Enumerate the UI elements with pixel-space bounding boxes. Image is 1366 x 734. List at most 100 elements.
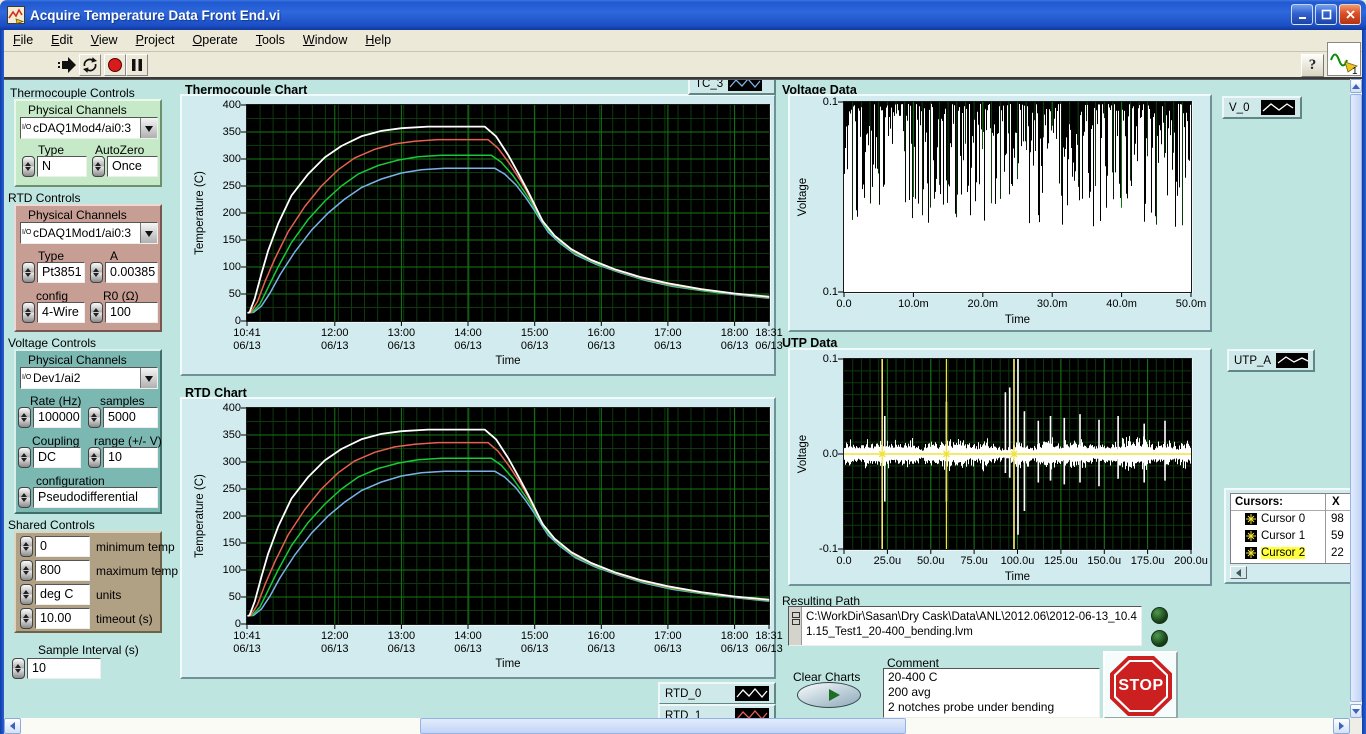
stop-button[interactable]: STOP — [1103, 651, 1178, 718]
tc-chart-legend[interactable]: TC_3 — [688, 79, 776, 95]
units-stepper[interactable] — [20, 584, 33, 605]
axis-tick-label: 06/13 — [640, 643, 696, 655]
rtd-a-stepper[interactable] — [90, 262, 103, 283]
rtd-r0-field[interactable]: 100 — [105, 302, 158, 323]
minimize-button[interactable] — [1291, 4, 1313, 25]
dropdown-arrow-icon[interactable] — [140, 118, 157, 138]
scroll-left-button[interactable] — [4, 718, 21, 734]
utp-legend-plot-icon[interactable] — [1276, 353, 1308, 368]
sample-interval-stepper[interactable] — [12, 658, 25, 679]
menu-edit[interactable]: Edit — [42, 30, 82, 51]
dropdown-arrow-icon[interactable] — [140, 223, 157, 243]
menu-tools[interactable]: Tools — [247, 30, 294, 51]
horizontal-scroll-thumb[interactable] — [420, 718, 906, 734]
title-bar[interactable]: Acquire Temperature Data Front End.vi — [0, 0, 1366, 30]
v-range-field[interactable]: 10 — [103, 447, 158, 468]
rtd1-legend-plot-icon[interactable] — [735, 708, 769, 718]
shared-section-label: Shared Controls — [8, 518, 95, 532]
rtd-config-stepper[interactable] — [22, 302, 35, 323]
comment-box[interactable]: 20-400 C 200 avg 2 notches probe under b… — [883, 668, 1100, 718]
tc-channel-dropdown[interactable]: I/O cDAQ1Mod4/ai0:3 — [20, 117, 158, 139]
horizontal-scrollbar[interactable] — [4, 718, 1350, 734]
v-samples-stepper[interactable] — [88, 407, 101, 428]
menu-help[interactable]: Help — [356, 30, 400, 51]
tc-autozero-field[interactable]: Once — [107, 156, 158, 177]
cursor-row[interactable]: Cursor 2 22 — [1231, 545, 1350, 562]
rtd-chart-plot[interactable]: 05010015020025030035040010:4106/1312:000… — [246, 407, 770, 625]
tc-type-stepper[interactable] — [22, 156, 35, 177]
cursor-row[interactable]: Cursor 0 98 — [1231, 511, 1350, 528]
scroll-up-button[interactable] — [1350, 79, 1362, 93]
dropdown-arrow-icon[interactable] — [140, 368, 157, 388]
clear-charts-button[interactable] — [797, 682, 861, 708]
timeout-field[interactable]: 10.00 — [35, 608, 90, 629]
tc-type-field[interactable]: N — [37, 156, 87, 177]
menu-window[interactable]: Window — [294, 30, 356, 51]
cursor-list[interactable]: Cursors: X Cursor 0 98 Cursor 1 59 Curso… — [1230, 493, 1350, 564]
scroll-right-button[interactable] — [1333, 718, 1350, 734]
run-button[interactable] — [56, 54, 78, 76]
v-coupling-stepper[interactable] — [18, 447, 31, 468]
v-rate-field[interactable]: 100000 — [33, 407, 81, 428]
v-configuration-field[interactable]: Pseudodifferential — [33, 487, 158, 508]
max-temp-stepper[interactable] — [20, 560, 33, 581]
run-continuously-button[interactable] — [79, 54, 101, 76]
scroll-down-button[interactable] — [1350, 704, 1362, 718]
v-rate-stepper[interactable] — [18, 407, 31, 428]
v-range-label: range (+/- V) — [94, 434, 162, 448]
timeout-stepper[interactable] — [20, 608, 33, 629]
v-range-stepper[interactable] — [88, 447, 101, 468]
cursor-row[interactable]: Cursor 1 59 — [1231, 528, 1350, 545]
rtd-type-stepper[interactable] — [22, 262, 35, 283]
utp-chart-plot[interactable]: 0.10.0-0.10.025.0u50.0u75.0u100.0u125.0u… — [843, 358, 1192, 550]
maximize-button[interactable] — [1315, 4, 1337, 25]
v-configuration-stepper[interactable] — [18, 487, 31, 508]
path-type-icon[interactable] — [789, 607, 802, 645]
rtd0-legend[interactable]: RTD_0 — [658, 682, 776, 705]
rtd-channel-dropdown[interactable]: I/O cDAQ1Mod1/ai0:3 — [20, 222, 158, 244]
voltage-legend-plot-icon[interactable] — [1261, 100, 1295, 115]
stop-octagon[interactable]: STOP — [1110, 656, 1172, 716]
tc-legend-plot-icon[interactable] — [728, 79, 762, 91]
vertical-scroll-thumb[interactable] — [1350, 94, 1362, 702]
axis-tick-label: Time — [247, 658, 769, 670]
resulting-path-box[interactable]: C:\WorkDir\Sasan\Dry Cask\Data\ANL\2012.… — [788, 606, 1142, 646]
menu-project[interactable]: Project — [127, 30, 184, 51]
rtd-a-field[interactable]: 0.00385 — [105, 262, 158, 283]
close-button[interactable] — [1339, 4, 1361, 25]
tc-chart-plot[interactable]: 05010015020025030035040010:4106/1312:000… — [246, 104, 770, 322]
help-button[interactable]: ? — [1301, 54, 1324, 77]
rtd1-legend[interactable]: RTD_1 — [658, 704, 776, 718]
axis-tick-label: 30.0m — [1024, 298, 1080, 310]
min-temp-stepper[interactable] — [20, 536, 33, 557]
context-help-icon[interactable]: 1 — [1327, 42, 1361, 76]
voltage-legend[interactable]: V_0 — [1222, 96, 1302, 119]
min-temp-field[interactable]: 0 — [35, 536, 90, 557]
v-samples-field[interactable]: 5000 — [103, 407, 158, 428]
menu-operate[interactable]: Operate — [184, 30, 247, 51]
max-temp-field[interactable]: 800 — [35, 560, 90, 581]
cursor-scroll-left-button[interactable] — [1230, 566, 1247, 579]
tc-autozero-stepper[interactable] — [92, 156, 105, 177]
voltage-chart-plot[interactable]: 0.10.10.010.0m20.0m30.0m40.0m50.0mVoltag… — [843, 101, 1192, 293]
vertical-scrollbar[interactable] — [1350, 79, 1362, 718]
v-channel-dropdown[interactable]: I/O Dev1/ai2 — [20, 367, 158, 389]
units-field[interactable]: deg C — [35, 584, 90, 605]
menu-file[interactable]: File — [4, 30, 42, 51]
axis-tick-label: 12:00 — [307, 630, 363, 642]
rtd-config-field[interactable]: 4-Wire — [37, 302, 85, 323]
axis-tick-label: 13:00 — [373, 327, 429, 339]
cursor-name[interactable]: Cursor 1 — [1261, 530, 1305, 542]
abort-button[interactable] — [104, 54, 126, 76]
menu-view[interactable]: View — [82, 30, 127, 51]
utp-legend[interactable]: UTP_A — [1227, 349, 1315, 372]
sample-interval-field[interactable]: 10 — [27, 658, 101, 679]
rtd-r0-stepper[interactable] — [90, 302, 103, 323]
v-coupling-field[interactable]: DC — [33, 447, 81, 468]
rtd-type-field[interactable]: Pt3851 — [37, 262, 85, 283]
pause-button[interactable] — [126, 54, 148, 76]
svg-text:1: 1 — [1352, 66, 1358, 75]
cursor-name-selected[interactable]: Cursor 2 — [1261, 547, 1305, 559]
cursor-name[interactable]: Cursor 0 — [1261, 513, 1305, 525]
rtd0-legend-plot-icon[interactable] — [735, 686, 769, 701]
